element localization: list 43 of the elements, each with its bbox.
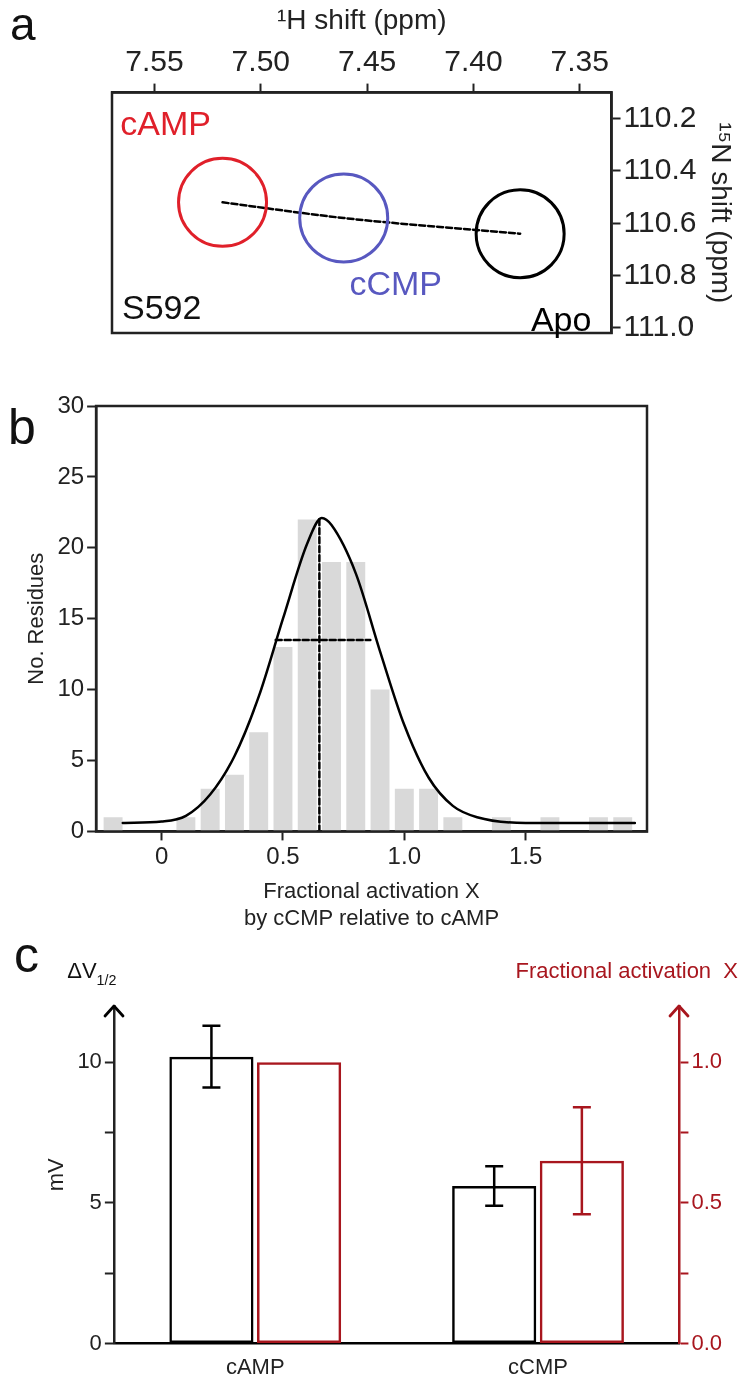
y2-tick-label: 0.5 (691, 1189, 723, 1214)
x-tick-label: 7.50 (231, 43, 290, 77)
y-tick-label: 5 (70, 745, 85, 773)
series-label: Apo (530, 299, 592, 338)
x-axis-title: Fractional activation X by cCMP relative to cAMP (243, 878, 500, 930)
y2-axis-title: Fractional activation X (515, 958, 739, 983)
y-axis-title: No. Residues (23, 552, 49, 685)
y-axis-title: ¹⁵N shift (ppm) (706, 122, 738, 304)
y-tick-label: 10 (57, 674, 85, 702)
y-tick-label: 0 (70, 816, 85, 844)
x-tick-label: 0.5 (266, 842, 300, 870)
y-axis-title: mV (43, 1157, 69, 1192)
text: b (8, 399, 36, 455)
y-tick-label: 10 (77, 1048, 102, 1074)
y-tick-label: 110.4 (623, 152, 697, 186)
point (298, 172, 390, 264)
y2-tick-label: 0.0 (691, 1329, 723, 1355)
y-tick-label: 110.6 (623, 204, 697, 238)
text: a (10, 0, 36, 50)
x-tick-label: 7.55 (125, 43, 184, 77)
y-tick-label: 30 (57, 390, 85, 418)
x-tick-label: 7.40 (444, 43, 503, 77)
y-tick-label: 15 (57, 603, 85, 631)
x-tick-label: 1.0 (387, 842, 421, 870)
y-tick-label: 0 (89, 1329, 102, 1355)
point (474, 188, 566, 280)
x-tick-label: 7.35 (550, 43, 609, 77)
y-tick-label: 111.0 (623, 309, 695, 343)
point (177, 156, 269, 248)
y-tick-label: 110.8 (623, 256, 697, 290)
text: c (14, 927, 39, 983)
series-label: cAMP (120, 104, 211, 143)
annotation: S592 (122, 288, 202, 326)
y2-tick-label: 1.0 (691, 1048, 723, 1074)
series-label: cCMP (349, 264, 442, 303)
x-tick-label: 0 (154, 842, 169, 870)
y-tick-label: 25 (57, 461, 85, 489)
x-tick-label: 1.5 (508, 842, 543, 870)
y-tick-label: 5 (89, 1189, 102, 1214)
x-axis-title: ¹H shift (ppm) (276, 3, 447, 35)
x-tick-label: 7.45 (337, 43, 397, 77)
y-tick-label: 20 (57, 532, 85, 560)
y-tick-label: 110.2 (623, 100, 697, 133)
